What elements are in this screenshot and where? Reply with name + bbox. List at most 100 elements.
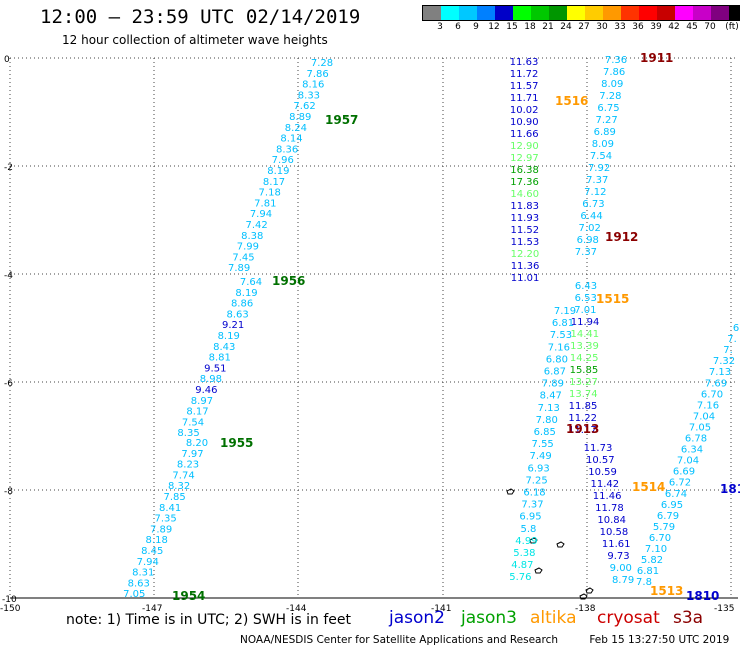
wave-height-value: 11.17	[568, 425, 597, 436]
color-scale-bar	[422, 5, 740, 21]
track-label: 1912	[605, 230, 638, 244]
wave-height-value: 8.24	[285, 123, 307, 134]
wave-height-value: 8.45	[141, 546, 163, 557]
color-swatch	[513, 6, 531, 20]
island-outline	[579, 593, 588, 600]
wave-height-value: 7.49	[530, 451, 552, 462]
track-label: 1514	[632, 480, 665, 494]
track-label: 1956	[272, 274, 305, 288]
wave-height-value: 8.86	[231, 299, 253, 310]
wave-height-value: 14.60	[510, 189, 539, 200]
wave-height-value: 10.57	[586, 455, 615, 466]
wave-height-value: 7.16	[548, 342, 570, 353]
wave-height-value: 7.54	[590, 151, 612, 162]
wave-height-value: 9.51	[204, 363, 226, 374]
wave-height-value: 8.33	[298, 90, 320, 101]
wave-height-value: 5.38	[513, 548, 535, 559]
wave-height-value: 7.94	[250, 209, 272, 220]
wave-height-value: 7.05	[123, 589, 145, 600]
wave-height-value: 6.74	[665, 489, 687, 500]
wave-height-value: 6.75	[597, 103, 619, 114]
wave-height-value: 8.31	[132, 568, 154, 579]
wave-height-value: 11.78	[595, 503, 624, 514]
wave-height-value: 7.37	[575, 247, 597, 258]
wave-height-value: 7.62	[293, 101, 315, 112]
wave-height-value: 8.98	[200, 374, 222, 385]
track-label: 1955	[220, 436, 253, 450]
wave-height-value: 6.95	[661, 500, 683, 511]
wave-height-value: 7.85	[163, 492, 185, 503]
wave-height-value: 11.73	[584, 443, 613, 454]
wave-height-value: 6.81	[552, 318, 574, 329]
wave-height-value: 7.37	[586, 175, 608, 186]
wave-height-value: 7.28	[311, 58, 333, 69]
wave-height-value: 8.14	[280, 134, 302, 145]
wave-height-value: 5.82	[641, 555, 663, 566]
wave-height-value: 8.97	[191, 396, 213, 407]
wave-height-value: 7.25	[525, 475, 547, 486]
wave-height-value: 7.18	[259, 188, 281, 199]
track-label-1954: 1954	[172, 589, 205, 603]
map-subtitle: 12 hour collection of altimeter wave hei…	[62, 33, 328, 47]
color-scale-label: 3	[437, 22, 443, 32]
color-swatch	[657, 6, 675, 20]
color-swatch	[441, 6, 459, 20]
wave-height-value: 7.54	[182, 417, 204, 428]
wave-height-value: 8.32	[168, 481, 190, 492]
lon-label: -138	[575, 604, 596, 614]
track-label-1513: 1513	[650, 584, 683, 598]
wave-height-value: 10.90	[510, 117, 539, 128]
lat-label: -8	[4, 487, 13, 497]
footer-timestamp: Feb 15 13:27:50 UTC 2019	[589, 634, 730, 646]
color-scale-label: 42	[668, 22, 680, 32]
color-swatch	[567, 6, 585, 20]
wave-height-value: 7.80	[536, 415, 558, 426]
wave-height-value: 7.02	[579, 223, 601, 234]
island-outline	[506, 488, 515, 495]
wave-height-value: 14.25	[570, 353, 599, 364]
wave-height-value: 11.66	[510, 129, 539, 140]
satellite-legend-jason2: jason2	[389, 608, 445, 628]
wave-height-value: 7.36	[605, 55, 627, 66]
wave-height-value: 7.81	[254, 198, 276, 209]
wave-height-value: 8.79	[612, 575, 634, 586]
wave-height-value: 8.23	[177, 460, 199, 471]
wave-height-value: 7.	[727, 334, 737, 345]
wave-height-value: 6.53	[575, 293, 597, 304]
wave-height-value: 11.42	[591, 479, 620, 490]
wave-height-value: 7.94	[137, 557, 159, 568]
track-label: 1913	[566, 422, 599, 436]
color-swatch	[603, 6, 621, 20]
wave-height-value: 7.19	[554, 306, 576, 317]
wave-height-value: 8.63	[128, 578, 150, 589]
satellite-legend-altika: altika	[530, 608, 577, 628]
wave-height-value: 9.21	[222, 320, 244, 331]
wave-height-value: 14.41	[570, 329, 599, 340]
lat-label: -6	[4, 379, 13, 389]
wave-height-value: 7.28	[599, 91, 621, 102]
lat-label: 0	[4, 55, 10, 65]
wave-height-value: 6.70	[649, 533, 671, 544]
island-outline	[534, 567, 543, 574]
wave-height-value: 9.73	[607, 551, 629, 562]
wave-height-value: 7.99	[237, 242, 259, 253]
color-scale-label: 70	[704, 22, 716, 32]
wave-height-value: 13.27	[569, 377, 598, 388]
wave-height-value: 8.36	[276, 144, 298, 155]
color-scale-label: 30	[596, 22, 608, 32]
wave-height-value: 11.93	[510, 213, 539, 224]
wave-height-value: 6.73	[582, 199, 604, 210]
wave-height-value: 11.53	[511, 237, 540, 248]
lat-label: -4	[4, 271, 13, 281]
wave-height-value: 7.89	[228, 263, 250, 274]
wave-height-value: 12.20	[511, 249, 540, 260]
wave-height-value: 5.8	[521, 524, 537, 535]
wave-height-value: 6.70	[701, 389, 723, 400]
wave-height-value: 10.84	[597, 515, 626, 526]
track-label: 1515	[596, 292, 629, 306]
wave-height-value: 11.57	[510, 81, 539, 92]
color-swatch	[693, 6, 711, 20]
wave-height-value: 6	[733, 323, 739, 334]
color-scale-label: 9	[473, 22, 479, 32]
